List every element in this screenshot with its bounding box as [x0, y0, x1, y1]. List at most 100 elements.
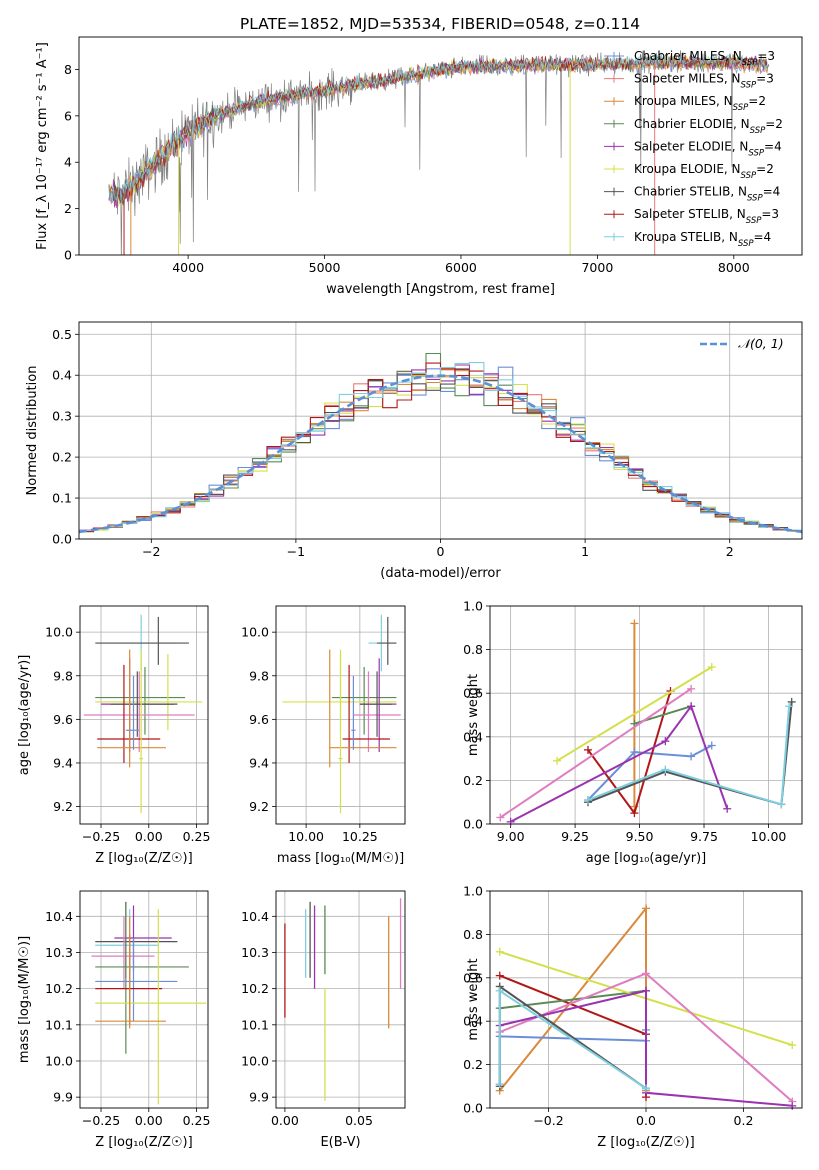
y-tick-label: 9.6 — [249, 712, 269, 727]
y-axis-label: mass weight — [466, 958, 481, 1040]
y-tick-label: 0.1 — [52, 491, 72, 506]
y-tick-label: 10.1 — [45, 1017, 73, 1032]
weight_vs_age-axes: 9.00 9.25 9.50 9.75 10.00 0.0 0.2 0.4 0.6 0.8 1.0 a… — [463, 599, 803, 866]
plot-frame — [78, 36, 803, 256]
y-tick-label: 0.0 — [463, 817, 483, 832]
age_vs_mass-axes: 10.00 10.25 9.2 9.4 9.6 9.8 10.0 mass [log₁₀(M/… — [241, 605, 406, 866]
y-axis-label: age [log₁₀(age/yr)] — [17, 655, 32, 776]
plot-frame — [275, 605, 406, 825]
y-tick-label: 0.6 — [463, 686, 483, 701]
plot-frame — [489, 890, 803, 1109]
y-tick-label: 0.2 — [52, 450, 72, 465]
x-tick-label: −2 — [142, 544, 160, 559]
y-tick-label: 0.5 — [52, 327, 72, 342]
x-tick-label: 9.25 — [561, 829, 589, 844]
y-tick-label: 10.4 — [45, 909, 73, 924]
x-tick-label: 0.00 — [135, 829, 163, 844]
y-tick-label: 9.2 — [53, 799, 73, 814]
y-tick-label: 0.6 — [463, 970, 483, 985]
y-tick-label: 10.2 — [45, 981, 73, 996]
y-tick-label: 1.0 — [463, 884, 483, 899]
x-tick-label: −0.25 — [82, 829, 120, 844]
x-tick-label: 0.00 — [135, 1113, 163, 1128]
x-tick-label: 10.00 — [288, 829, 324, 844]
y-tick-label: 9.9 — [53, 1090, 73, 1105]
x-tick-label: 2 — [726, 544, 734, 559]
y-tick-label: 0.8 — [463, 642, 483, 657]
weight-line-kroupa_elodie — [556, 666, 713, 762]
x-tick-label: 1 — [581, 544, 589, 559]
figure-title: PLATE=1852, MJD=53534, FIBERID=0548, z=0… — [240, 15, 640, 33]
x-tick-label: 5000 — [309, 260, 341, 275]
y-tick-label: 0.2 — [463, 1057, 483, 1072]
y-tick-label: 4 — [64, 155, 72, 170]
y-axis-label: mass weight — [466, 674, 481, 756]
plot-frame — [78, 321, 803, 540]
y-tick-label: 10.0 — [241, 625, 269, 640]
y-tick-label: 6 — [64, 108, 72, 123]
x-tick-label: −0.25 — [82, 1113, 120, 1128]
x-tick-label: 10.25 — [342, 829, 378, 844]
y-tick-label: 10.3 — [241, 945, 269, 960]
x-tick-label: 0 — [437, 544, 445, 559]
histogram-kroupa_stelib — [79, 362, 802, 534]
x-axis-label: Z [log₁₀(Z/Z☉)] — [95, 1135, 192, 1150]
y-tick-label: 9.4 — [53, 755, 73, 770]
x-tick-label: −1 — [287, 544, 305, 559]
model-spectrum-kroupa_stelib — [108, 52, 768, 204]
weight-line-chabrier_miles — [587, 744, 713, 801]
x-tick-label: 0.0 — [636, 1113, 656, 1128]
age_vs_Z-axes: −0.25 0.00 0.25 9.2 9.4 9.6 9.8 10.0 Z [log₁₀(Z/… — [17, 605, 211, 866]
mass_vs_ebv-axes: 0.00 0.05 9.9 10.0 10.1 10.2 10.3 10.4 E(B-V) — [241, 890, 406, 1150]
x-tick-label: 4000 — [172, 260, 204, 275]
weight-line-pink — [499, 687, 692, 819]
y-axis-label: Flux [f_λ 10⁻¹⁷ erg cm⁻² s⁻¹ A⁻¹] — [35, 42, 50, 250]
x-axis-label: (data-model)/error — [380, 566, 501, 581]
weight-line-chabrier_elodie — [499, 989, 647, 1010]
y-tick-label: 0.0 — [463, 1101, 483, 1116]
y-tick-label: 0.2 — [463, 773, 483, 788]
x-axis-label: E(B-V) — [320, 1135, 360, 1150]
y-tick-label: 8 — [64, 62, 72, 77]
plot-frame — [489, 605, 803, 825]
y-tick-label: 10.4 — [241, 909, 269, 924]
x-axis-label: Z [log₁₀(Z/Z☉)] — [597, 1135, 694, 1150]
y-tick-label: 9.8 — [53, 668, 73, 683]
x-tick-label: 8000 — [718, 260, 750, 275]
legend-label: 𝒩(0, 1) — [738, 336, 784, 351]
x-tick-label: 9.50 — [626, 829, 654, 844]
mass_vs_Z-axes: −0.25 0.00 0.25 9.9 10.0 10.1 10.2 10.3 10.4 Z [l… — [17, 890, 211, 1150]
y-tick-label: 2 — [64, 201, 72, 216]
y-tick-label: 9.2 — [249, 799, 269, 814]
y-tick-label: 10.1 — [241, 1017, 269, 1032]
x-tick-label: −0.2 — [533, 1113, 563, 1128]
x-tick-label: 0.25 — [183, 1113, 211, 1128]
x-tick-label: 0.00 — [271, 1113, 299, 1128]
gaussian-curve — [79, 374, 802, 534]
plot-frame — [79, 890, 209, 1109]
y-tick-label: 9.9 — [249, 1090, 269, 1105]
x-tick-label: 0.25 — [183, 829, 211, 844]
weight-line-salpeter_elodie — [510, 704, 729, 823]
x-axis-label: Z [log₁₀(Z/Z☉)] — [95, 851, 192, 866]
plot-frame — [275, 890, 406, 1109]
y-tick-label: 1.0 — [463, 599, 483, 614]
y-tick-label: 10.0 — [45, 1053, 73, 1068]
y-tick-label: 0.4 — [52, 368, 72, 383]
weight_vs_Z-axes: −0.2 0.0 0.2 0.0 0.2 0.4 0.6 0.8 1.0 Z [log₁₀(Z/Z… — [463, 884, 803, 1150]
x-tick-label: 0.05 — [345, 1113, 373, 1128]
x-tick-label: 10.00 — [751, 829, 787, 844]
residuals-axes: −2 −1 0 1 2 0.0 0.1 0.2 0.3 0.4 0.5 (data-model)/er… — [25, 321, 803, 581]
weight-line-kroupa_stelib — [587, 706, 791, 806]
y-tick-label: 9.4 — [249, 755, 269, 770]
x-axis-label: mass [log₁₀(M/M☉)] — [277, 851, 404, 866]
plot-frame — [79, 605, 209, 825]
x-axis-label: wavelength [Angstrom, rest frame] — [326, 282, 555, 297]
spectrum-lines — [108, 50, 770, 255]
x-tick-label: 9.75 — [690, 829, 718, 844]
weight-line-salpeter_elodie — [499, 989, 793, 1107]
y-tick-label: 0.0 — [52, 532, 72, 547]
y-axis-label: mass [log₁₀(M/M☉)] — [17, 936, 32, 1063]
y-axis-label: Normed distribution — [25, 366, 40, 496]
